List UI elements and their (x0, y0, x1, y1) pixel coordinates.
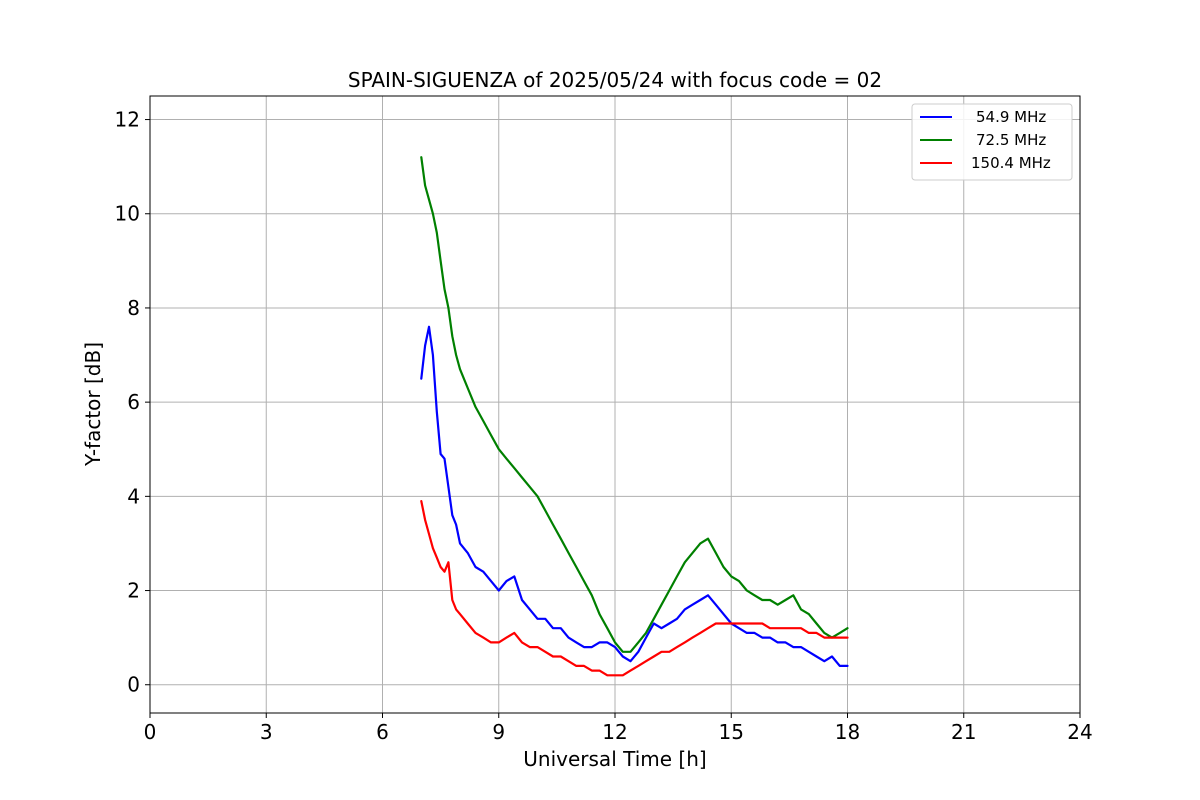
series-line-54-9-mhz (420, 325, 849, 668)
y-tick-label: 6 (127, 390, 140, 414)
y-tick-label: 0 (127, 673, 140, 697)
x-tick-label: 6 (376, 720, 389, 744)
legend-label-54-9: 54.9 MHz (976, 108, 1046, 126)
series-layer (420, 156, 849, 677)
legend-box (911, 103, 1073, 181)
y-tick-label: 10 (115, 202, 140, 226)
x-tick-label: 18 (835, 720, 860, 744)
y-tick-label: 8 (127, 296, 140, 320)
x-tick-label: 3 (260, 720, 273, 744)
x-tick-label: 15 (719, 720, 744, 744)
legend: 54.9 MHz 72.5 MHz 150.4 MHz (911, 103, 1073, 181)
x-tick-label: 21 (951, 720, 976, 744)
series-line-150-4-mhz (420, 500, 849, 677)
x-tick-label: 9 (492, 720, 505, 744)
legend-label-72-5: 72.5 MHz (976, 131, 1046, 149)
x-tick-label: 12 (602, 720, 627, 744)
y-axis-label: Y-factor [dB] (81, 342, 105, 467)
y-tick-label: 12 (115, 108, 140, 132)
x-tick-label: 0 (144, 720, 157, 744)
y-tick-label: 2 (127, 579, 140, 603)
x-tick-label: 24 (1067, 720, 1092, 744)
chart-title: SPAIN-SIGUENZA of 2025/05/24 with focus … (348, 68, 882, 92)
y-tick-label: 4 (127, 484, 140, 508)
x-axis-label: Universal Time [h] (523, 747, 706, 771)
series-line-72-5-mhz (420, 156, 849, 653)
legend-label-150-4: 150.4 MHz (971, 154, 1051, 172)
